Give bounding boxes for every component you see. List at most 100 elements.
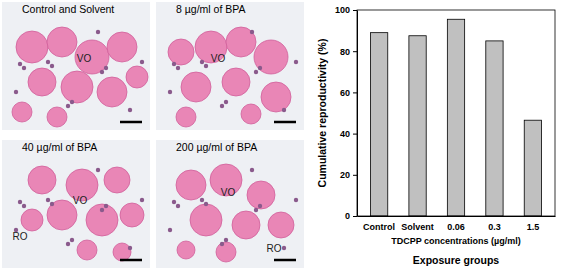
cell	[176, 204, 180, 208]
cell	[282, 108, 286, 112]
x-annotation: TDCPP concentrations (µg/ml)	[391, 236, 521, 246]
cell	[14, 90, 18, 94]
bars	[370, 19, 541, 216]
oocyte	[28, 68, 56, 96]
cell	[294, 198, 298, 202]
bar	[486, 41, 503, 216]
micrograph-panel: Control and Solvent VO	[2, 2, 150, 130]
x-axis-line	[358, 216, 556, 217]
oocyte	[107, 32, 137, 62]
scale-bar	[274, 121, 296, 124]
cell	[22, 204, 26, 208]
oocyte	[168, 39, 194, 65]
oocyte	[47, 107, 67, 127]
oocyte	[181, 72, 211, 102]
oocyte	[113, 243, 131, 261]
oocyte	[86, 204, 118, 236]
panel-label: RO	[267, 243, 282, 254]
y-tick: 60	[340, 88, 357, 98]
cell	[168, 228, 172, 232]
oocyte	[254, 40, 288, 74]
panel-label: RO	[13, 231, 28, 242]
oocyte	[126, 66, 148, 88]
x-axis-title: Exposure groups	[413, 254, 500, 266]
micrograph-panel: 8 µg/ml of BPA VO	[156, 2, 304, 130]
panel-background	[156, 2, 304, 130]
plot-frame	[357, 10, 555, 216]
cell	[70, 100, 74, 104]
y-tick-label: 20	[340, 170, 350, 180]
bar	[447, 19, 464, 216]
y-axis-line	[357, 11, 358, 217]
bar	[524, 120, 541, 216]
x-tick: 0.06	[447, 216, 465, 232]
cell	[96, 30, 100, 34]
figure: Control and SolventVO8 µg/ml of BPAVO40 …	[0, 0, 565, 278]
micrograph-panel: 40 µg/ml of BPA VO RO	[2, 140, 150, 268]
cell	[100, 208, 104, 212]
panel-title: 8 µg/ml of BPA	[176, 3, 245, 15]
panel-title: 40 µg/ml of BPA	[22, 141, 97, 153]
oocyte	[190, 204, 222, 236]
x-tick-label: 0.06	[447, 222, 465, 232]
cell	[254, 208, 258, 212]
cell	[258, 204, 262, 208]
cell	[176, 66, 180, 70]
cell	[50, 64, 54, 68]
cell	[220, 242, 224, 246]
oocyte	[222, 68, 250, 96]
oocyte	[241, 104, 261, 124]
cell	[18, 62, 22, 66]
x-tick: 0.3	[488, 216, 501, 232]
oocyte	[247, 181, 275, 209]
cell	[22, 66, 26, 70]
panel-title: 200 µg/ml of BPA	[176, 141, 257, 153]
cell	[140, 60, 144, 64]
x-tick-label: 0.3	[488, 222, 501, 232]
x-tick-label: 1.5	[527, 222, 540, 232]
oocyte	[216, 242, 236, 262]
cell	[66, 104, 70, 108]
y-tick-mark	[353, 51, 357, 52]
y-tick: 20	[340, 170, 357, 180]
y-tick-label: 100	[335, 5, 350, 15]
cell	[70, 238, 74, 242]
y-tick-mark	[353, 10, 357, 11]
scale-bar	[120, 259, 142, 262]
oocyte	[120, 203, 144, 227]
panel-title: Control and Solvent	[22, 3, 114, 15]
oocyte	[97, 77, 127, 107]
y-tick: 80	[340, 47, 357, 57]
bar	[409, 36, 426, 216]
oocyte	[16, 31, 48, 63]
cell	[46, 198, 50, 202]
oocyte	[268, 212, 294, 238]
cell	[282, 246, 286, 250]
x-tick: Control	[363, 216, 395, 232]
panel-background	[2, 2, 150, 130]
y-tick-mark	[353, 134, 357, 135]
cell	[104, 204, 108, 208]
panel-label: VO	[73, 195, 88, 206]
oocyte	[176, 107, 196, 127]
y-tick-mark	[353, 92, 357, 93]
y-tick-label: 80	[340, 47, 350, 57]
oocyte	[104, 167, 130, 193]
cell	[128, 108, 132, 112]
cell	[100, 70, 104, 74]
oocyte	[232, 211, 260, 239]
oocyte	[21, 209, 43, 231]
scale-bar	[120, 121, 142, 124]
cell	[224, 238, 228, 242]
cell	[96, 168, 100, 172]
x-tick: Solvent	[401, 216, 434, 232]
cell	[204, 202, 208, 206]
cell	[50, 202, 54, 206]
cell	[200, 60, 204, 64]
y-tick: 40	[340, 129, 357, 139]
panel-label: VO	[211, 53, 226, 64]
panel-label: VO	[77, 53, 92, 64]
cell	[224, 100, 228, 104]
oocyte	[261, 82, 291, 112]
x-tick-label: Solvent	[401, 222, 434, 232]
